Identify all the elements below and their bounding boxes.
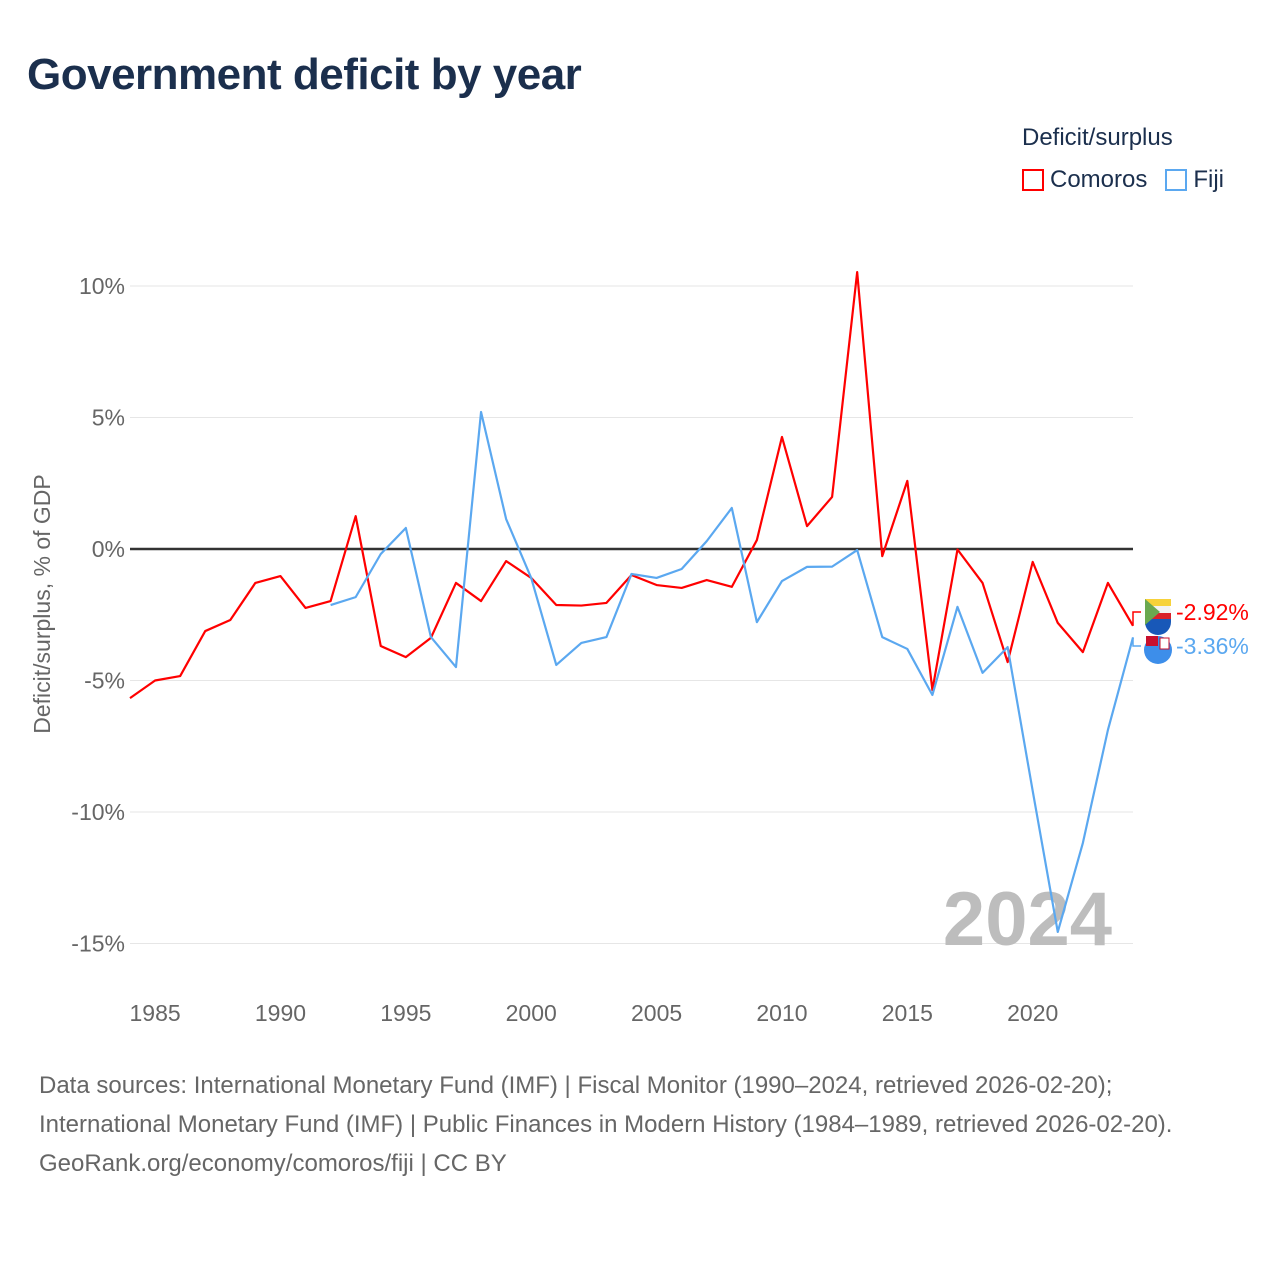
x-tick-label: 2015 [882, 1000, 933, 1026]
y-tick-label: -15% [71, 931, 125, 957]
y-tick-label: 5% [92, 405, 125, 431]
legend-label: Comoros [1050, 166, 1148, 193]
data-sources: Data sources: International Monetary Fun… [39, 1072, 1173, 1138]
x-tick-label: 2010 [756, 1000, 807, 1026]
x-tick-label: 1990 [255, 1000, 306, 1026]
y-tick-label: 10% [79, 273, 125, 299]
y-axis-label: Deficit/surplus, % of GDP [29, 474, 55, 733]
x-tick-label: 2005 [631, 1000, 682, 1026]
flag-shield [1159, 637, 1170, 650]
legend-title: Deficit/surplus [1022, 124, 1173, 151]
year-watermark: 2024 [943, 877, 1112, 962]
legend-label: Fiji [1193, 166, 1225, 193]
footer: Data sources: International Monetary Fun… [39, 1066, 1239, 1183]
legend-swatch [1022, 169, 1044, 191]
label-connector [1132, 637, 1141, 647]
flag-stripe [1145, 599, 1171, 606]
credit-link[interactable]: GeoRank.org/economy/comoros/fiji | CC BY [39, 1150, 507, 1177]
x-tick-label: 2020 [1007, 1000, 1058, 1026]
legend-swatch [1165, 169, 1188, 191]
flag-stripe [1145, 619, 1171, 635]
legend-item-fiji[interactable]: Fiji [1165, 166, 1224, 194]
plot-area: 10% 5% 0% -5% -10% -15% 1985 1990 1995 2000 2005 20… [29, 270, 1249, 1026]
flag-canton [1146, 636, 1158, 646]
x-tick-label: 1995 [380, 1000, 431, 1026]
page-title: Government deficit by year [27, 50, 582, 99]
x-tick-label: 1985 [129, 1000, 180, 1026]
series-line-fiji [330, 410, 1135, 934]
legend: Comoros Fiji [1022, 166, 1224, 194]
series-line-comoros [129, 270, 1134, 700]
y-tick-label: -10% [71, 799, 125, 825]
flag-stripe [1145, 613, 1171, 619]
y-tick-label: -5% [84, 668, 125, 694]
flag-triangle [1145, 599, 1160, 625]
label-connector [1132, 611, 1141, 626]
y-tick-label: 0% [92, 536, 125, 562]
x-tick-label: 2000 [506, 1000, 557, 1026]
legend-item-comoros[interactable]: Comoros [1022, 166, 1147, 194]
end-value-label: -2.92% [1176, 599, 1249, 625]
end-value-label: -3.36% [1176, 633, 1249, 659]
